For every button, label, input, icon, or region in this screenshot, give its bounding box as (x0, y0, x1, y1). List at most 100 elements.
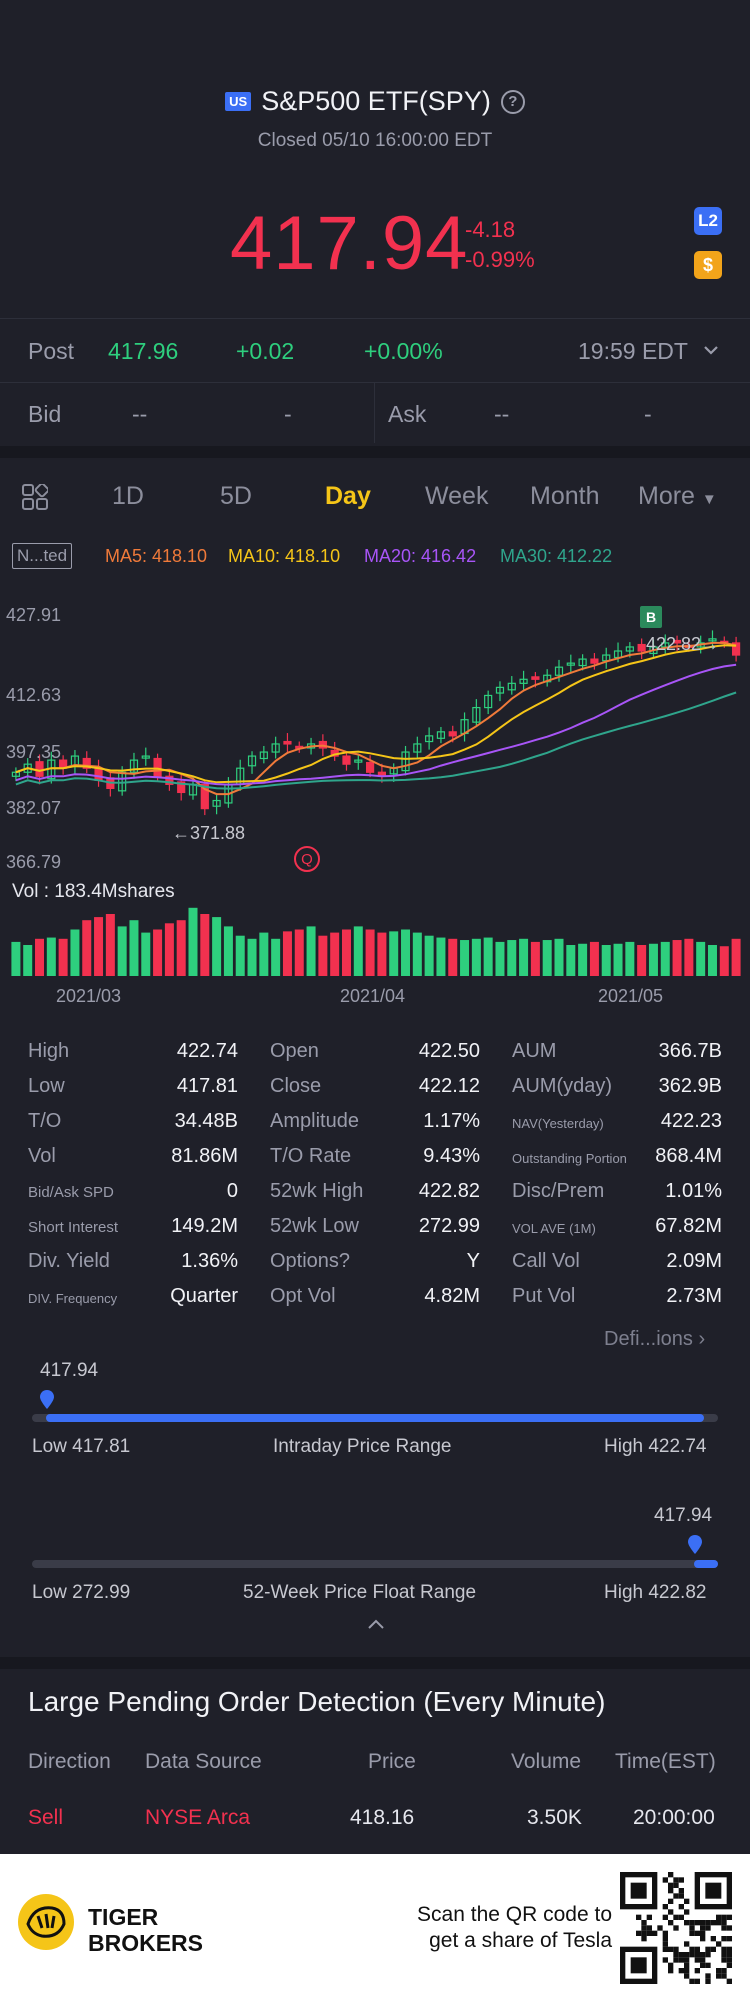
stat-item: Vol 81.86M (28, 1145, 238, 1175)
tab-more[interactable]: More ▼ (638, 482, 717, 511)
intraday-track (32, 1414, 718, 1422)
candle (401, 751, 410, 772)
stat-label: VOL AVE (1M) (512, 1221, 596, 1236)
candle (413, 743, 422, 753)
candle (212, 799, 221, 807)
ma10-label: MA10: 418.10 (228, 546, 341, 566)
tab-day[interactable]: Day (325, 482, 371, 510)
volume-bar (117, 926, 127, 976)
col-price: Price (368, 1750, 416, 1773)
post-change: +0.02 (236, 338, 295, 364)
candle (82, 757, 91, 769)
chevron-down-icon[interactable] (702, 338, 720, 365)
stat-label: NAV(Yesterday) (512, 1116, 604, 1131)
ma5-label: MA5: 418.10 (105, 546, 208, 566)
stat-label: AUM (512, 1040, 557, 1062)
q-marker-icon[interactable]: Q (294, 846, 320, 872)
volume-bar (318, 935, 328, 976)
candle (708, 638, 717, 642)
bid-size: - (284, 401, 292, 427)
candle (554, 666, 564, 676)
stat-value: 0 (226, 1180, 238, 1202)
stat-value: 1.01% (665, 1180, 722, 1202)
candle (11, 771, 21, 777)
volume-bar (247, 938, 257, 976)
volume-bar (365, 929, 375, 976)
chart-layout-icon[interactable] (22, 484, 48, 510)
help-icon[interactable]: ? (500, 89, 525, 114)
volume-bar (176, 920, 186, 976)
post-price: 417.96 (108, 338, 179, 364)
dollar-icon[interactable]: $ (694, 251, 722, 279)
definitions-link[interactable]: Defi...ions › (604, 1328, 705, 1351)
candle (129, 759, 139, 773)
stat-label: Open (270, 1040, 319, 1062)
stat-item: Opt Vol 4.82M (270, 1285, 480, 1315)
stat-value: 9.43% (423, 1145, 480, 1167)
post-change-percent: +0.00% (364, 338, 443, 364)
change-percent: -0.99% (465, 247, 535, 272)
tab-5d[interactable]: 5D (220, 482, 252, 510)
stat-value: 149.2M (171, 1215, 238, 1237)
x-tick-label: 2021/03 (56, 986, 122, 1006)
volume-bar (353, 926, 363, 976)
level2-icon[interactable]: L2 (694, 207, 722, 235)
title-bar: US S&P500 ETF(SPY) ? (0, 86, 750, 117)
qr-code-icon (620, 1872, 732, 1984)
candle (271, 743, 280, 753)
stat-label: Short Interest (28, 1219, 119, 1236)
stat-label: Outstanding Portion (512, 1151, 627, 1166)
stat-value: 422.82 (418, 1180, 480, 1202)
ask-size: - (644, 401, 652, 427)
stat-item: Low 417.81 (28, 1075, 238, 1105)
stat-value: 1.17% (423, 1110, 480, 1132)
candle (495, 686, 505, 694)
volume-bar (330, 932, 340, 976)
volume-bar (613, 943, 623, 976)
volume-bar (507, 940, 517, 976)
week52-high: High 422.82 (604, 1582, 707, 1603)
x-tick-label: 2021/04 (340, 986, 406, 1006)
bid-label: Bid (28, 401, 62, 427)
chevron-up-icon[interactable] (367, 1618, 385, 1630)
volume-bar (82, 920, 92, 976)
tab-month[interactable]: Month (530, 482, 600, 510)
promo-footer[interactable]: TIGER BROKERS Scan the QR code to get a … (0, 1854, 750, 2000)
volume-bar (412, 932, 422, 976)
stat-item: Options? Y (270, 1250, 480, 1280)
ma-line (15, 691, 737, 790)
low-marker-value: 371.88 (190, 823, 246, 843)
volume-bar (436, 937, 446, 976)
volume-bar (271, 938, 281, 976)
volume-bar (129, 920, 139, 976)
order-volume: 3.50K (527, 1806, 582, 1829)
ma-line (15, 663, 737, 786)
tab-1d[interactable]: 1D (112, 482, 144, 510)
order-source: NYSE Arca (145, 1806, 251, 1829)
volume-bar (660, 941, 670, 976)
stat-label: Put Vol (512, 1285, 576, 1307)
stat-item: Call Vol 2.09M (512, 1250, 722, 1280)
bid-price: -- (132, 401, 148, 427)
candle (94, 767, 103, 781)
volume-bar (554, 938, 564, 976)
price-chart[interactable]: 427.91 412.63 397.35 382.07 366.79 ←371.… (0, 590, 750, 1010)
stat-value: 422.12 (418, 1075, 480, 1097)
volume-bar (105, 914, 115, 976)
tab-week[interactable]: Week (425, 482, 489, 510)
chevron-right-icon: › (698, 1328, 706, 1350)
volume-bar (637, 945, 647, 976)
volume-bar (23, 945, 33, 976)
buy-marker-icon[interactable]: B (640, 606, 662, 628)
volume-bar (566, 945, 576, 976)
candle (200, 783, 209, 810)
candle (578, 658, 587, 667)
stat-label: DIV. Frequency (28, 1291, 118, 1306)
tab-more-label: More (638, 482, 695, 510)
stat-value: 67.82M (655, 1215, 722, 1237)
y-tick-label: 366.79 (6, 852, 62, 872)
candle (283, 740, 292, 745)
stat-item: Amplitude 1.17% (270, 1110, 480, 1140)
stat-item: AUM 366.7B (512, 1040, 722, 1070)
adjust-mode-button[interactable]: N...ted (12, 543, 73, 569)
